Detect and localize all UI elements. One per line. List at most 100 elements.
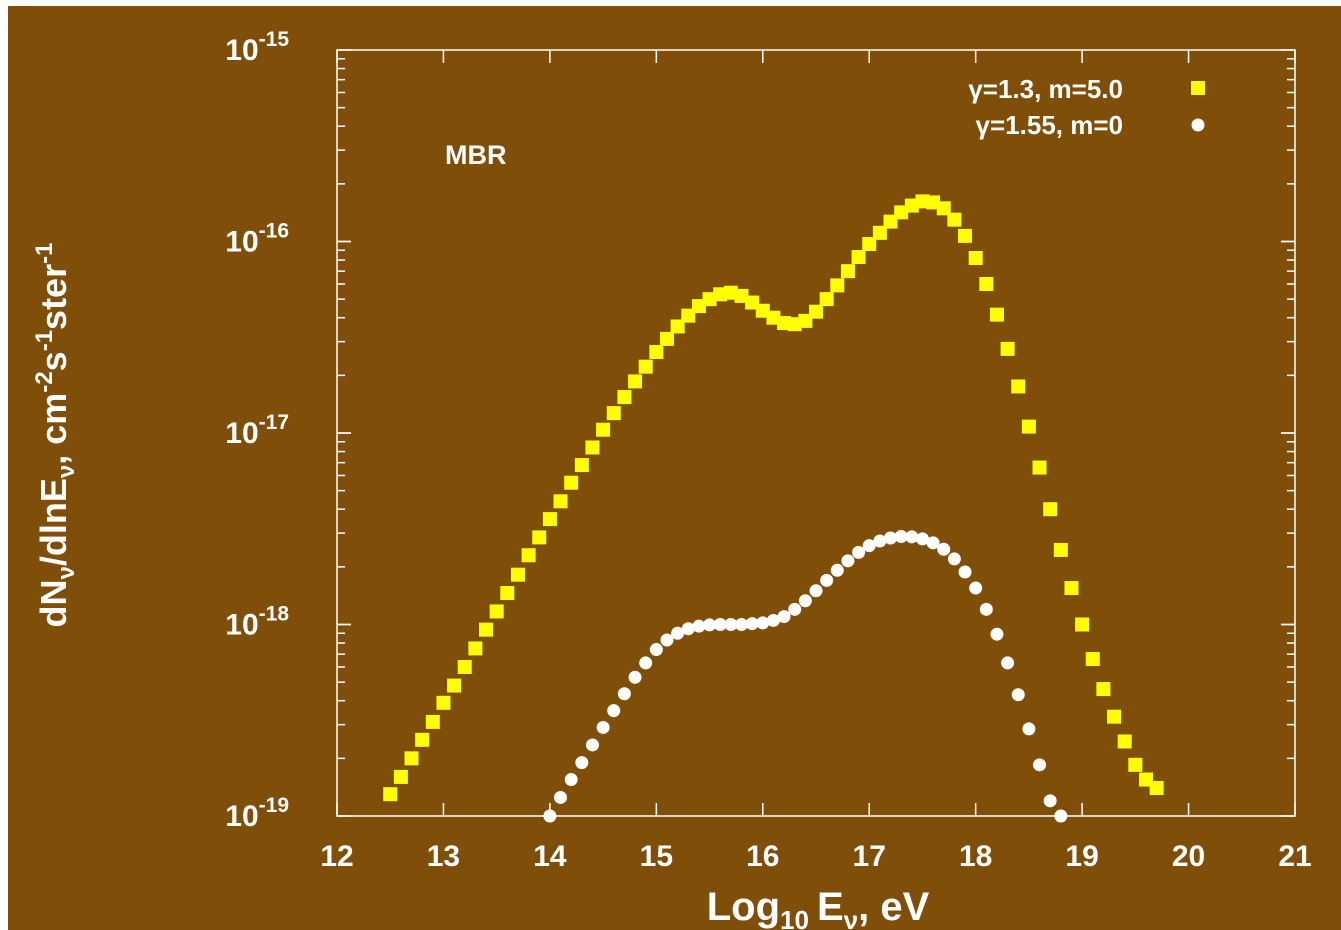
data-point: [713, 618, 727, 631]
data-point: [425, 714, 440, 729]
data-point: [723, 285, 738, 300]
data-point: [798, 313, 813, 328]
data-point: [1128, 757, 1143, 772]
data-point: [617, 687, 631, 701]
data-point: [670, 319, 685, 334]
y-axis-label: dNν/dlnEν, cm-2s-1ster-1: [31, 243, 80, 628]
y-axis-label-d-sup: -1: [31, 330, 58, 351]
data-point: [958, 565, 972, 579]
data-point: [734, 618, 748, 631]
x-axis-label-var: E: [817, 885, 844, 929]
data-point: [457, 659, 472, 674]
legend: γ=1.3, m=5.0 γ=1.55, m=0: [968, 74, 1205, 140]
data-point: [745, 295, 760, 310]
data-point: [1107, 709, 1122, 724]
annotation-mbr: MBR: [445, 140, 507, 170]
data-point: [979, 276, 994, 291]
series-2: [543, 530, 1068, 823]
data-point: [1021, 419, 1036, 434]
data-point: [1138, 772, 1153, 787]
data-point: [904, 198, 919, 213]
data-point: [553, 494, 568, 509]
data-point: [894, 205, 909, 220]
data-point: [639, 656, 653, 670]
data-point: [1043, 794, 1057, 808]
data-point: [936, 201, 951, 216]
data-point: [820, 573, 834, 587]
x-tick-label: 20: [1172, 840, 1205, 873]
data-point: [724, 618, 738, 631]
y-tick-labels: 10-19 10-18 10-17 10-16 10-15: [225, 28, 289, 833]
data-point: [1043, 502, 1058, 517]
data-point: [1011, 379, 1026, 394]
x-tick-label: 19: [1065, 840, 1098, 873]
data-point: [415, 732, 430, 747]
data-point: [585, 440, 600, 455]
data-point: [734, 288, 749, 303]
data-point: [1054, 809, 1068, 823]
x-axis-label-suffix: , eV: [858, 885, 929, 929]
data-point: [510, 567, 525, 582]
data-point: [659, 331, 674, 346]
data-point: [671, 626, 685, 640]
data-point: [883, 214, 898, 229]
data-point: [884, 531, 898, 545]
y-tick-label: 10-15: [225, 28, 289, 67]
data-point: [947, 212, 962, 227]
data-point: [489, 604, 504, 619]
data-point: [968, 251, 983, 266]
data-point: [788, 602, 802, 616]
data-point: [969, 581, 983, 595]
data-point: [851, 249, 866, 264]
x-tick-label: 13: [427, 840, 460, 873]
x-tick-labels: 12 13 14 15 16 17 18 19 20 21: [320, 840, 1311, 873]
legend-label-series-2: γ=1.55, m=0: [976, 110, 1123, 140]
data-point: [554, 790, 568, 804]
data-point: [691, 299, 706, 314]
data-point: [713, 287, 728, 302]
data-point: [872, 225, 887, 240]
data-point: [638, 359, 653, 374]
axis-ticks: [336, 49, 1296, 817]
data-point: [628, 374, 643, 389]
data-point: [479, 622, 494, 637]
data-point: [894, 530, 908, 544]
data-point: [596, 422, 611, 437]
data-point: [521, 548, 536, 563]
x-tick-label: 18: [959, 840, 992, 873]
data-point: [937, 542, 951, 556]
data-point: [979, 602, 993, 616]
data-point: [607, 704, 621, 718]
data-point: [393, 769, 408, 784]
y-axis-label-e: ster: [33, 264, 74, 330]
y-axis-label-c-sup: -2: [31, 371, 58, 392]
data-point: [809, 304, 823, 319]
data-point: [564, 475, 579, 490]
data-point: [1149, 781, 1164, 796]
y-axis-label-b: /dlnE: [33, 478, 74, 566]
y-axis-label-a: dN: [33, 579, 74, 627]
data-point: [809, 584, 823, 598]
data-point: [840, 264, 855, 279]
data-point: [766, 613, 780, 627]
data-point: [830, 563, 844, 577]
data-point: [404, 751, 419, 766]
data-point: [542, 512, 557, 527]
data-point: [383, 787, 398, 802]
data-point: [574, 458, 589, 473]
data-point: [1053, 542, 1068, 557]
data-point: [915, 532, 929, 546]
data-point: [1064, 581, 1079, 596]
data-point: [500, 586, 515, 601]
legend-marker-series-1: [1191, 81, 1205, 95]
data-point: [1022, 722, 1036, 736]
data-point: [606, 406, 621, 421]
data-point: [617, 390, 632, 405]
y-axis-label-e-sup: -1: [31, 243, 58, 264]
data-point: [745, 617, 759, 631]
data-point: [905, 530, 919, 544]
data-point: [585, 738, 599, 752]
x-tick-label: 21: [1278, 840, 1311, 873]
data-point: [852, 545, 866, 559]
